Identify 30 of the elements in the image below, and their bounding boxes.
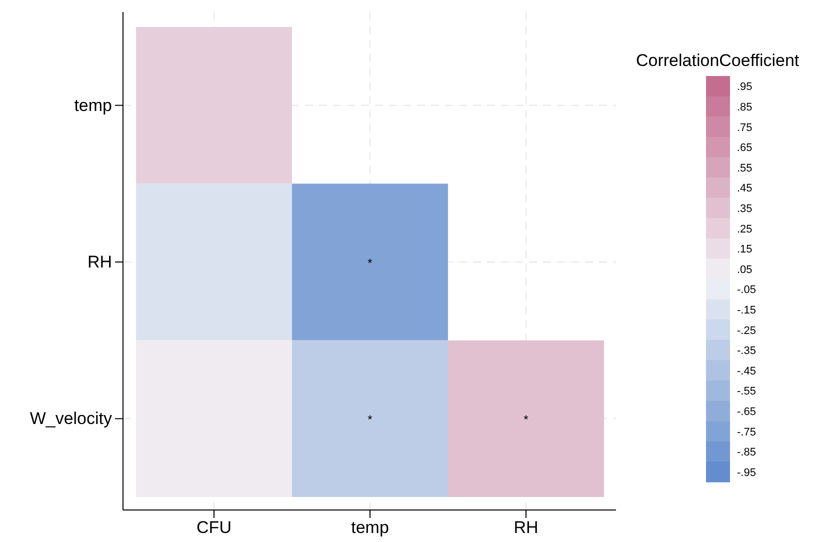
data-label: * bbox=[368, 256, 373, 270]
color-bar-label: -.35 bbox=[737, 345, 756, 358]
y-tick-label: W_velocity bbox=[30, 409, 112, 428]
color-bar-title: CorrelationCoefficient bbox=[636, 51, 800, 70]
y-tick-label: RH bbox=[87, 252, 112, 272]
x-tick-label: CFU bbox=[196, 518, 232, 538]
color-bar-label: -.65 bbox=[737, 406, 756, 418]
x-tick-label: temp bbox=[351, 518, 389, 538]
data-label: * bbox=[368, 412, 373, 427]
x-tick-label: RH bbox=[514, 518, 538, 538]
color-bar-label: .15 bbox=[737, 244, 752, 256]
color-bar-label: .55 bbox=[737, 162, 752, 174]
color-bar-label: -.85 bbox=[737, 446, 756, 459]
color-bar-label: -.95 bbox=[737, 466, 756, 479]
color-bar-label: -.15 bbox=[737, 304, 756, 316]
color-bar-label: -.45 bbox=[737, 365, 756, 378]
color-bar-label: -.55 bbox=[737, 386, 756, 398]
color-bar-label: .75 bbox=[737, 122, 752, 134]
color-bar-label: .45 bbox=[737, 182, 752, 195]
color-bar-label: .65 bbox=[737, 142, 752, 154]
y-tick-label: temp bbox=[74, 96, 112, 115]
color-bar-label: -.05 bbox=[737, 284, 756, 296]
data-label: * bbox=[524, 412, 529, 427]
color-bar-label: .85 bbox=[737, 101, 752, 114]
color-bar-label: -.25 bbox=[737, 324, 756, 337]
color-bar-label: .35 bbox=[737, 202, 752, 215]
color-bar-label: .95 bbox=[737, 81, 752, 94]
color-bar-label: .05 bbox=[737, 264, 752, 276]
color-bar-label: -.75 bbox=[737, 426, 756, 438]
color-bar-label: .25 bbox=[737, 223, 752, 236]
